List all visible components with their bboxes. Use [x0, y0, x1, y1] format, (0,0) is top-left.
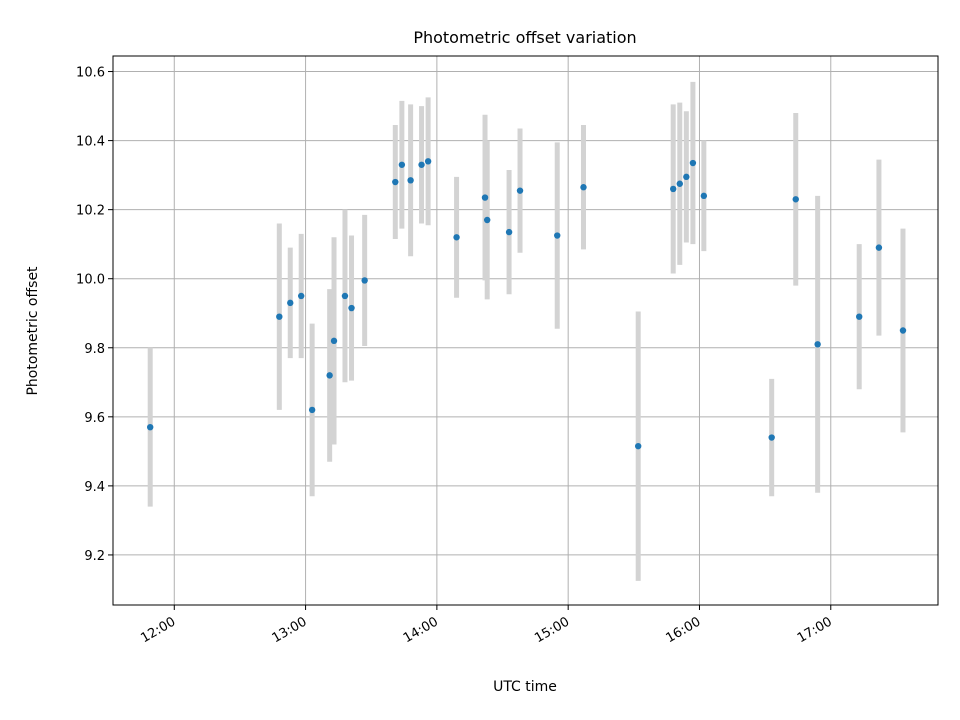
- data-point: [453, 234, 460, 241]
- data-point: [424, 158, 432, 165]
- data-point: [792, 196, 799, 203]
- data-point: [326, 372, 333, 379]
- data-point: [341, 292, 349, 300]
- y-tick-label: 9.2: [84, 549, 105, 564]
- y-tick-label: 10.0: [76, 273, 105, 288]
- data-point: [768, 434, 775, 441]
- y-tick-label: 10.4: [76, 135, 105, 150]
- plot-frame: [112, 55, 939, 606]
- data-point: [683, 173, 690, 181]
- data-point: [287, 299, 294, 307]
- y-tick-label: 9.8: [84, 342, 105, 357]
- data-point: [580, 184, 587, 191]
- data-point: [689, 159, 697, 167]
- y-tick-label: 10.6: [76, 66, 105, 81]
- data-point: [505, 228, 513, 236]
- data-point: [670, 185, 677, 193]
- data-point: [330, 337, 338, 345]
- data-point: [297, 292, 305, 300]
- data-point: [407, 177, 414, 184]
- data-point: [392, 178, 399, 186]
- data-point: [398, 161, 406, 168]
- data-point: [418, 161, 425, 168]
- y-tick-label: 9.4: [84, 480, 105, 495]
- data-point: [554, 232, 561, 239]
- data-point: [348, 304, 355, 312]
- data-point: [700, 192, 708, 200]
- data-point: [634, 442, 642, 450]
- y-axis-ticks: 9.2 9.4 9.6 9.8 10.0 10.2 10.4 10.6: [76, 66, 113, 564]
- data-point: [676, 180, 683, 187]
- data-point: [147, 423, 154, 431]
- grid: [113, 56, 938, 605]
- data-point: [899, 327, 907, 334]
- data-points: [147, 158, 907, 450]
- y-tick-label: 10.2: [76, 204, 105, 219]
- data-point: [308, 406, 316, 414]
- y-axis-label: Photometric offset: [25, 266, 41, 396]
- data-point: [276, 313, 283, 320]
- data-point: [814, 341, 821, 348]
- data-point: [481, 194, 489, 201]
- chart-title: Photometric offset variation: [413, 28, 636, 47]
- data-point: [361, 277, 368, 284]
- y-tick-label: 9.6: [84, 411, 105, 426]
- data-point: [875, 244, 883, 251]
- data-point: [856, 313, 863, 320]
- data-point: [484, 216, 491, 224]
- x-axis-label: UTC time: [493, 679, 557, 695]
- data-point: [516, 187, 524, 194]
